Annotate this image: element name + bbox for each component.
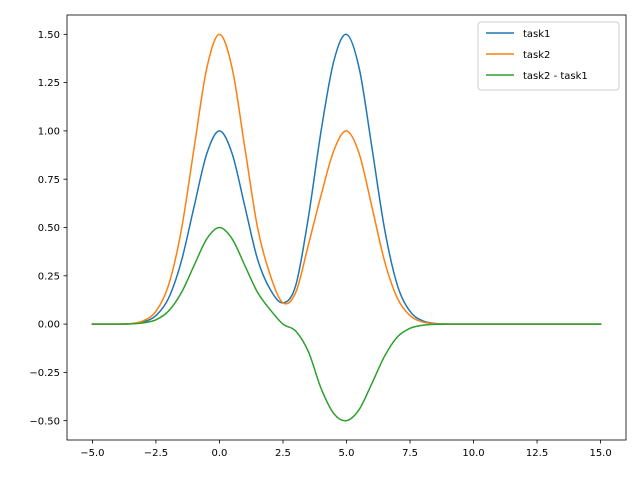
y-tick-label: 0.75 xyxy=(38,175,60,186)
y-tick-label: −0.50 xyxy=(29,416,60,427)
x-tick-label: 12.5 xyxy=(526,448,548,459)
y-tick-label: 0.00 xyxy=(38,320,60,331)
y-tick-label: 0.25 xyxy=(38,271,60,282)
y-tick-label: 1.00 xyxy=(38,127,60,138)
y-axis: −0.50 −0.25 0.00 0.25 0.50 0.75 1.00 1.25 1.50 xyxy=(29,30,67,427)
x-tick-label: 2.5 xyxy=(275,448,291,459)
y-tick-label: 0.50 xyxy=(38,223,60,234)
legend: task1 task2 task2 - task1 xyxy=(477,21,620,91)
legend-label: task2 xyxy=(523,50,550,61)
x-tick-label: −2.5 xyxy=(144,448,168,459)
legend-label: task2 - task1 xyxy=(523,71,588,82)
plot-lines xyxy=(91,33,602,422)
legend-box xyxy=(477,21,620,91)
legend-label: task1 xyxy=(523,29,550,40)
x-tick-label: 15.0 xyxy=(589,448,611,459)
x-tick-label: 10.0 xyxy=(462,448,484,459)
y-tick-label: 1.25 xyxy=(38,78,60,89)
x-tick-label: 7.5 xyxy=(402,448,418,459)
x-tick-label: 5.0 xyxy=(339,448,355,459)
y-tick-label: 1.50 xyxy=(38,30,60,41)
series-line-task2-task1 xyxy=(91,226,602,422)
x-tick-label: −5.0 xyxy=(80,448,104,459)
y-tick-label: −0.25 xyxy=(29,368,60,379)
x-tick-label: 0.0 xyxy=(212,448,228,459)
x-axis: −5.0 −2.5 0.0 2.5 5.0 7.5 10.0 12.5 15.0 xyxy=(80,440,612,459)
